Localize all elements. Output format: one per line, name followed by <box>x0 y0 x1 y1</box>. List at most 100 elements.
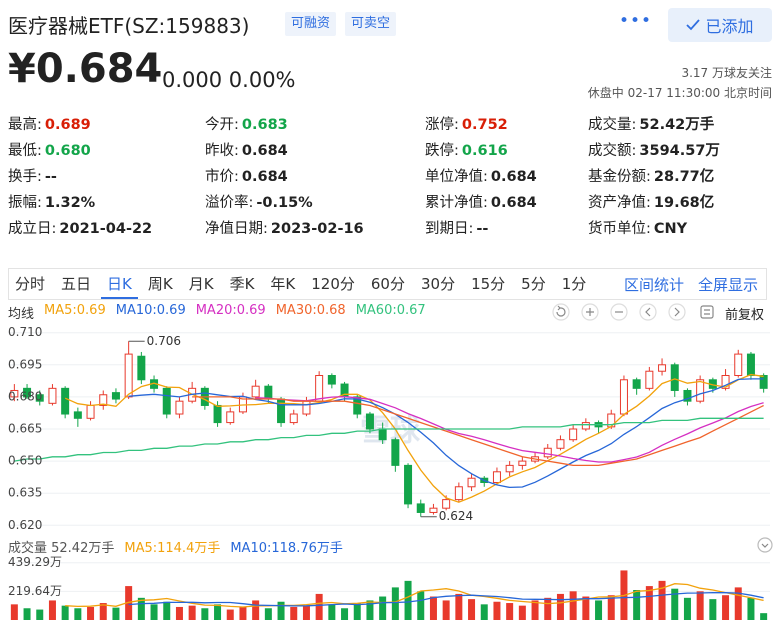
tab[interactable]: 五日 <box>61 275 92 293</box>
follow-button[interactable]: 已添加 <box>668 8 772 42</box>
volume-bar <box>760 613 768 620</box>
volume-bar <box>734 587 742 620</box>
stat: 成交额: 3594.57万 <box>588 139 720 160</box>
tab[interactable]: 5分 <box>521 275 546 293</box>
candle-body <box>86 404 95 419</box>
y-tick-label: 0.695 <box>8 357 42 371</box>
reset-button[interactable] <box>552 303 570 321</box>
stat: 累计净值: 0.684 <box>425 191 537 212</box>
candle-body <box>683 389 692 402</box>
candle-body <box>404 464 413 505</box>
ma-line <box>128 378 764 489</box>
volume-legend: 成交量 52.42万手 MA5:114.4万手 MA10:118.76万手 <box>8 537 343 556</box>
tab[interactable]: 周K <box>147 275 173 293</box>
legend-item: MA30:0.68 <box>275 303 346 318</box>
volume-bar <box>544 597 552 620</box>
tab[interactable]: 分时 <box>15 275 46 293</box>
stat-value: 0.683 <box>241 117 288 133</box>
prev-button[interactable] <box>639 303 657 321</box>
candle-body <box>518 460 527 466</box>
candle-body <box>226 411 235 424</box>
volume-bar <box>658 580 666 620</box>
y-tick-label: 0.650 <box>8 454 42 468</box>
volume-bar <box>480 604 488 620</box>
volume-bar <box>87 606 95 620</box>
stat-value: 0.680 <box>44 143 91 159</box>
volume-bar <box>163 601 171 620</box>
tab[interactable]: 15分 <box>471 275 506 293</box>
zoom-out-button[interactable] <box>610 303 628 321</box>
tab[interactable]: 60分 <box>370 275 405 293</box>
stat: 成立日: 2021-04-22 <box>8 217 152 238</box>
ma-line <box>14 417 764 462</box>
tab[interactable]: 日K <box>101 269 138 299</box>
chart-tools <box>552 303 773 553</box>
tab[interactable]: 30分 <box>420 275 456 293</box>
tab[interactable]: 年K <box>270 275 296 293</box>
candle-body <box>124 353 133 398</box>
tool[interactable]: 全屏显示 <box>697 275 758 294</box>
candle-body <box>492 471 501 483</box>
candle-body <box>416 503 425 513</box>
candle-body <box>302 400 311 415</box>
stat-label: 最低: <box>8 143 42 159</box>
candle-body <box>99 394 108 406</box>
candle-body <box>111 392 120 400</box>
volume-bar <box>442 600 450 620</box>
candle-body <box>137 355 146 381</box>
candle-body <box>264 385 273 400</box>
settings-button[interactable] <box>700 305 714 319</box>
tool[interactable]: 区间统计 <box>623 275 684 294</box>
stat-label: 成立日: <box>8 221 57 237</box>
stock-title: 医疗器械ETF(SZ:159883) <box>8 14 250 38</box>
candle-body <box>556 439 565 449</box>
stat-value: 0.684 <box>241 169 288 185</box>
stat-label: 基金份额: <box>588 169 651 185</box>
candle-body <box>277 398 286 424</box>
candle-body <box>721 375 730 389</box>
volume-bar <box>264 608 272 620</box>
candle-body <box>391 439 400 466</box>
collapse-button[interactable] <box>757 537 773 553</box>
zoom-in-icon <box>586 308 594 316</box>
market-status: 休盘中 02-17 11:30:00 北京时间 <box>587 86 772 100</box>
stat: 溢价率: -0.15% <box>205 191 313 212</box>
price: ¥0.684 <box>8 46 163 92</box>
legend-title: 均线 <box>8 307 35 322</box>
candle-body <box>327 375 336 385</box>
stat: 货币单位: CNY <box>588 217 687 238</box>
stat-value: 0.684 <box>241 143 288 159</box>
volume-bar <box>531 600 539 620</box>
candle-body <box>289 413 298 424</box>
y-tick-label: 439.29万 <box>8 555 62 569</box>
stat-value: 28.77亿 <box>653 169 715 185</box>
volume-bar <box>48 600 56 620</box>
adjust-button[interactable]: 前复权 <box>725 308 765 323</box>
volume-bar <box>112 607 120 620</box>
volume-bar <box>506 603 514 620</box>
stat-label: 换手: <box>8 169 42 185</box>
legend-item: MA5:0.69 <box>44 303 106 318</box>
candle-body <box>442 499 451 509</box>
stat: 今开: 0.683 <box>205 113 288 134</box>
ma-line <box>64 373 764 503</box>
tab[interactable]: 1分 <box>561 275 587 293</box>
candle-body <box>505 464 514 473</box>
stat-label: 今开: <box>205 117 239 133</box>
volume-ma-line <box>128 591 764 607</box>
volume-bar <box>10 604 18 620</box>
tab[interactable]: 季K <box>229 275 255 293</box>
zoom-in-button[interactable] <box>581 303 599 321</box>
volume-bar <box>569 591 577 620</box>
tab[interactable]: 120分 <box>311 275 355 293</box>
stat: 成交量: 52.42万手 <box>588 113 714 134</box>
volume-bar <box>302 605 310 620</box>
next-button[interactable] <box>668 303 686 321</box>
stat-value: 0.752 <box>461 117 508 133</box>
volume-bar <box>150 604 158 620</box>
volume-bar <box>582 596 590 620</box>
volume-bar <box>341 608 349 620</box>
volume-bar <box>188 605 196 620</box>
more-button[interactable]: ••• <box>619 11 653 31</box>
tab[interactable]: 月K <box>188 275 214 293</box>
